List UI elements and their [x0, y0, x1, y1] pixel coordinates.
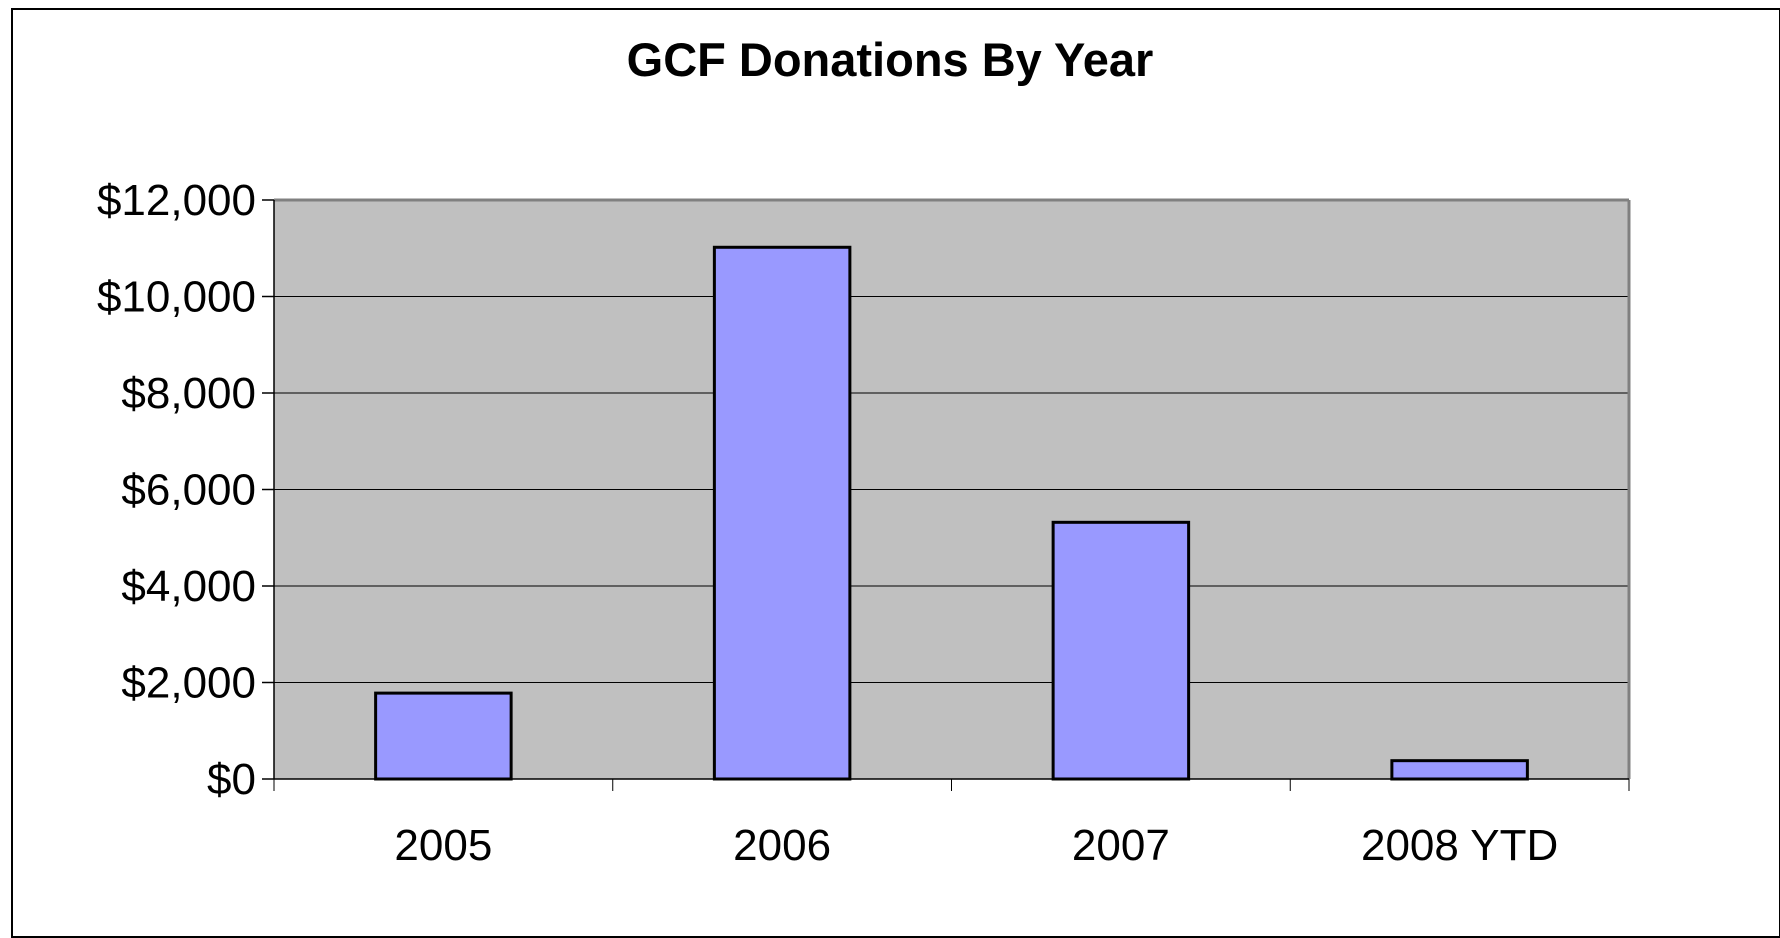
x-tick-label: 2005 [394, 821, 492, 870]
bar-2005 [374, 691, 513, 781]
chart-title: GCF Donations By Year [626, 33, 1154, 86]
y-tick-label: $6,000 [121, 466, 256, 515]
bar-2008-ytd [1390, 759, 1529, 781]
y-tick-label: $8,000 [121, 369, 256, 418]
y-tick-label: $10,000 [97, 273, 256, 322]
x-tick-label: 2006 [733, 821, 831, 870]
y-tick-label: $0 [207, 755, 256, 804]
x-tick-label: 2008 YTD [1361, 821, 1558, 870]
x-tick-label: 2007 [1072, 821, 1170, 870]
bar-2007 [1051, 520, 1191, 781]
bar-2006 [712, 245, 852, 781]
y-tick-label: $12,000 [97, 176, 256, 225]
y-tick-label: $2,000 [121, 659, 256, 708]
y-tick-label: $4,000 [121, 562, 256, 611]
